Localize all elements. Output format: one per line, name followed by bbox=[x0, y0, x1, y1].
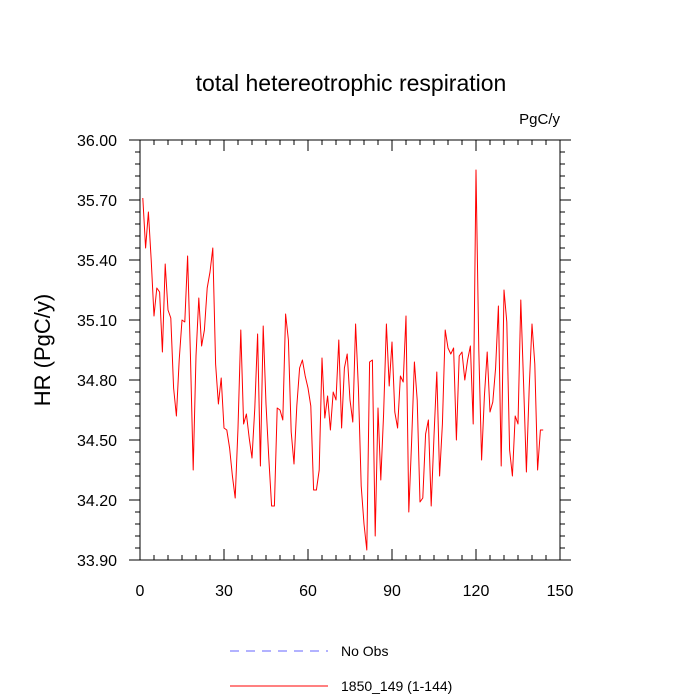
series-layer bbox=[142, 169, 544, 551]
axis-ticks: 0 30 60 90 120 150 33.90 34.20 34.50 34.80 35.10 35… bbox=[77, 133, 573, 600]
series-line bbox=[142, 169, 544, 551]
y-tick-label: 36.00 bbox=[77, 133, 117, 150]
units-label: PgC/y bbox=[519, 111, 560, 128]
legend: No Obs 1850_149 (1-144) bbox=[230, 643, 452, 694]
y-tick-label: 35.40 bbox=[77, 253, 117, 270]
x-tick-label: 60 bbox=[299, 583, 317, 600]
legend-label: No Obs bbox=[341, 643, 388, 659]
chart-title: total hetereotrophic respiration bbox=[196, 70, 507, 96]
y-tick-label: 35.70 bbox=[77, 193, 117, 210]
y-tick-label: 33.90 bbox=[77, 553, 117, 570]
y-tick-label: 34.20 bbox=[77, 493, 117, 510]
plot-frame bbox=[139, 139, 561, 561]
y-axis-label: HR (PgC/y) bbox=[30, 294, 55, 406]
x-tick-label: 90 bbox=[383, 583, 401, 600]
x-tick-label: 30 bbox=[215, 583, 233, 600]
y-tick-label: 34.50 bbox=[77, 433, 117, 450]
legend-label: 1850_149 (1-144) bbox=[341, 678, 452, 694]
y-tick-label: 34.80 bbox=[77, 373, 117, 390]
x-tick-label: 120 bbox=[463, 583, 490, 600]
x-tick-label: 150 bbox=[547, 583, 574, 600]
x-tick-label: 0 bbox=[136, 583, 145, 600]
y-tick-label: 35.10 bbox=[77, 313, 117, 330]
